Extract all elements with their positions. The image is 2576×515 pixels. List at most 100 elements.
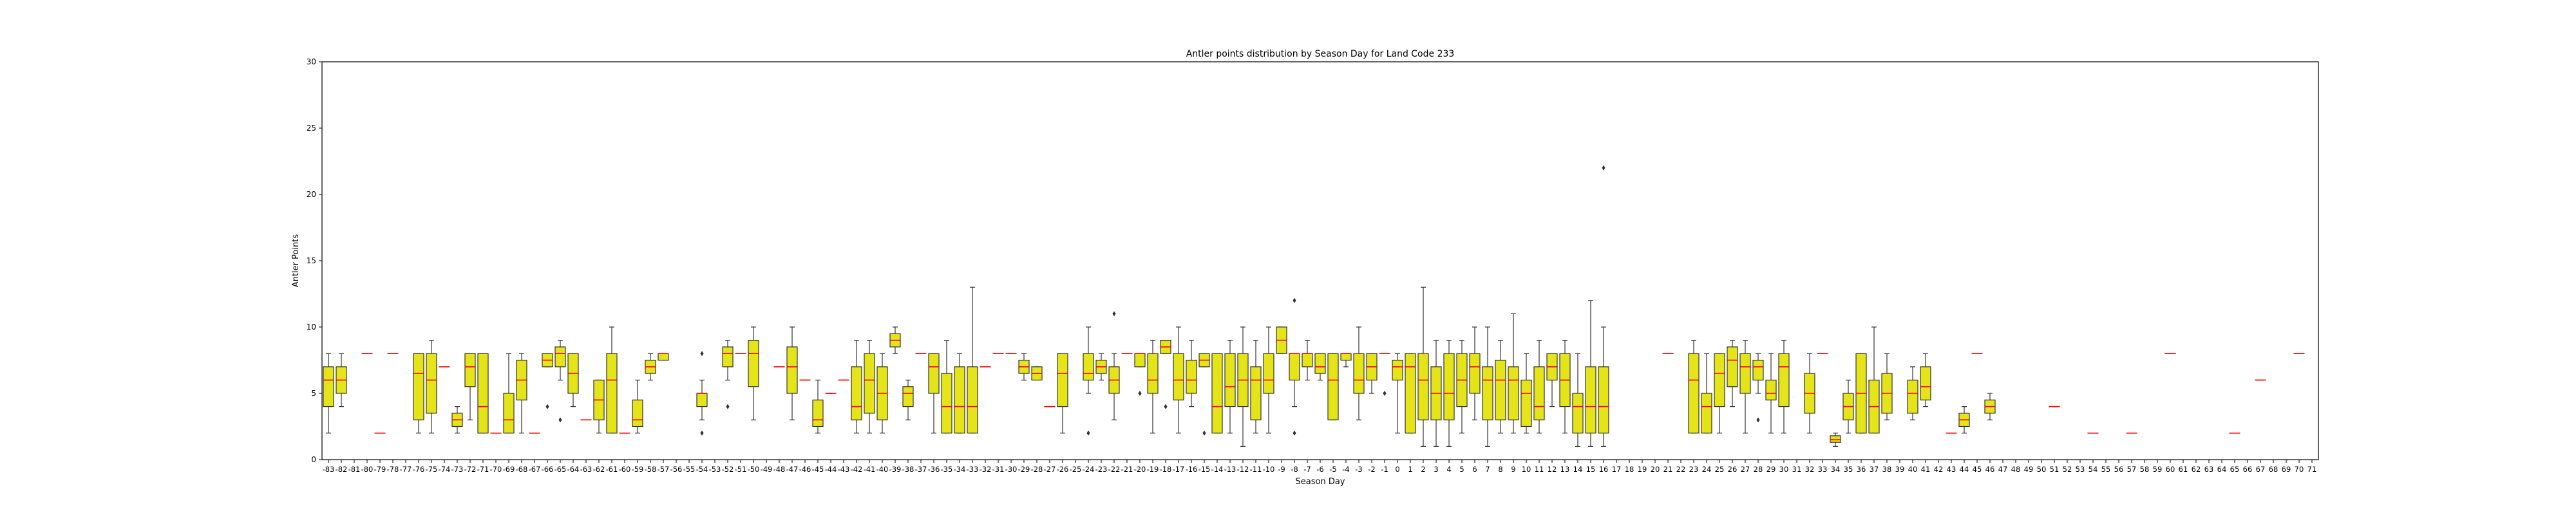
x-tick-label: 62 — [2192, 465, 2201, 474]
outlier-marker — [1293, 430, 1296, 436]
x-tick-label: 58 — [2140, 465, 2150, 474]
x-tick-label: -33 — [967, 465, 979, 474]
box-body — [1405, 353, 1416, 434]
box-body — [1469, 353, 1481, 394]
x-tick-label: -66 — [542, 465, 554, 474]
x-tick-label: 29 — [1766, 465, 1776, 474]
box-body — [1765, 379, 1777, 400]
x-tick-label: 5 — [1459, 465, 1464, 474]
x-tick-label: -59 — [632, 465, 644, 474]
x-tick-label: 8 — [1498, 465, 1502, 474]
x-tick-label: 20 — [1651, 465, 1660, 474]
x-tick-label: 65 — [2230, 465, 2240, 474]
x-tick-label: 47 — [1998, 465, 2008, 474]
x-tick-label: -77 — [400, 465, 412, 474]
x-tick-label: 3 — [1434, 465, 1438, 474]
x-tick-label: -31 — [992, 465, 1005, 474]
x-tick-label: 67 — [2256, 465, 2266, 474]
x-tick-label: -52 — [722, 465, 734, 474]
box-body — [658, 353, 669, 361]
x-tick-label: 26 — [1728, 465, 1738, 474]
box-body — [1173, 353, 1184, 400]
x-tick-label: 13 — [1560, 465, 1570, 474]
box-body — [554, 346, 566, 368]
box-body — [1263, 353, 1274, 394]
x-tick-label: 60 — [2166, 465, 2175, 474]
box-body — [1714, 353, 1725, 407]
x-tick-label: -41 — [864, 465, 876, 474]
x-tick-label: -44 — [825, 465, 837, 474]
outlier-marker — [1086, 430, 1090, 436]
x-tick-label: 70 — [2295, 465, 2304, 474]
x-tick-label: -49 — [761, 465, 773, 474]
y-tick-label: 30 — [307, 57, 316, 66]
box-body — [1211, 353, 1223, 434]
x-tick-label: -75 — [426, 465, 438, 474]
y-tick-label: 20 — [307, 190, 316, 199]
box-body — [1186, 359, 1197, 394]
box-body — [1830, 435, 1841, 443]
x-tick-label: -16 — [1186, 465, 1198, 474]
x-tick-label: -40 — [876, 465, 889, 474]
box-body — [1920, 366, 1931, 400]
x-tick-label: -55 — [683, 465, 696, 474]
box-body — [1134, 353, 1146, 368]
box-body — [1739, 353, 1751, 394]
box-body — [1907, 379, 1918, 414]
box-body — [1585, 366, 1596, 434]
x-tick-label: -15 — [1198, 465, 1211, 474]
x-tick-label: -21 — [1121, 465, 1133, 474]
x-tick-label: -72 — [464, 465, 477, 474]
outlier-marker — [700, 430, 704, 436]
x-tick-label: 68 — [2269, 465, 2278, 474]
x-tick-label: -62 — [593, 465, 605, 474]
box-body — [1495, 359, 1506, 420]
x-tick-label: -79 — [374, 465, 386, 474]
x-tick-label: 4 — [1446, 465, 1451, 474]
x-tick-label: -83 — [323, 465, 335, 474]
x-tick-label: -9 — [1278, 465, 1285, 474]
x-tick-label: 64 — [2217, 465, 2227, 474]
box-body — [722, 346, 734, 368]
x-tick-label: -4 — [1342, 465, 1349, 474]
x-tick-label: 11 — [1535, 465, 1544, 474]
box-body — [1778, 353, 1790, 407]
x-tick-label: -26 — [1057, 465, 1069, 474]
box-body — [1688, 353, 1700, 434]
x-tick-label: 7 — [1485, 465, 1490, 474]
outlier-marker — [1602, 165, 1605, 171]
x-tick-label: 71 — [2307, 465, 2317, 474]
x-tick-label: -27 — [1044, 465, 1056, 474]
x-tick-label: -12 — [1237, 465, 1249, 474]
x-tick-label: 1 — [1408, 465, 1412, 474]
x-tick-label: -46 — [799, 465, 811, 474]
x-tick-label: -22 — [1108, 465, 1121, 474]
axes-frame — [321, 61, 2319, 460]
box-body — [1302, 353, 1313, 368]
outlier-marker — [545, 404, 549, 409]
x-tick-label: 16 — [1599, 465, 1609, 474]
outlier-marker — [1383, 391, 1387, 396]
x-tick-label: -5 — [1329, 465, 1336, 474]
box-body — [1443, 353, 1455, 420]
x-tick-label: -63 — [580, 465, 592, 474]
x-tick-label: 55 — [2101, 465, 2111, 474]
box-body — [902, 386, 914, 407]
x-tick-label: 10 — [1522, 465, 1531, 474]
outlier-marker — [1293, 297, 1296, 303]
x-tick-label: -73 — [451, 465, 464, 474]
outlier-marker — [1202, 430, 1206, 436]
x-tick-label: -14 — [1211, 465, 1224, 474]
box-body — [503, 393, 515, 434]
x-tick-label: 41 — [1921, 465, 1931, 474]
box-body — [1727, 346, 1738, 388]
x-tick-label: -38 — [902, 465, 914, 474]
box-body — [1353, 353, 1365, 394]
box-body — [786, 346, 798, 394]
x-tick-label: -54 — [696, 465, 708, 474]
outlier-marker — [1756, 417, 1760, 423]
box-body — [1520, 379, 1532, 427]
x-tick-label: -51 — [735, 465, 747, 474]
y-tick-label: 5 — [311, 389, 316, 398]
